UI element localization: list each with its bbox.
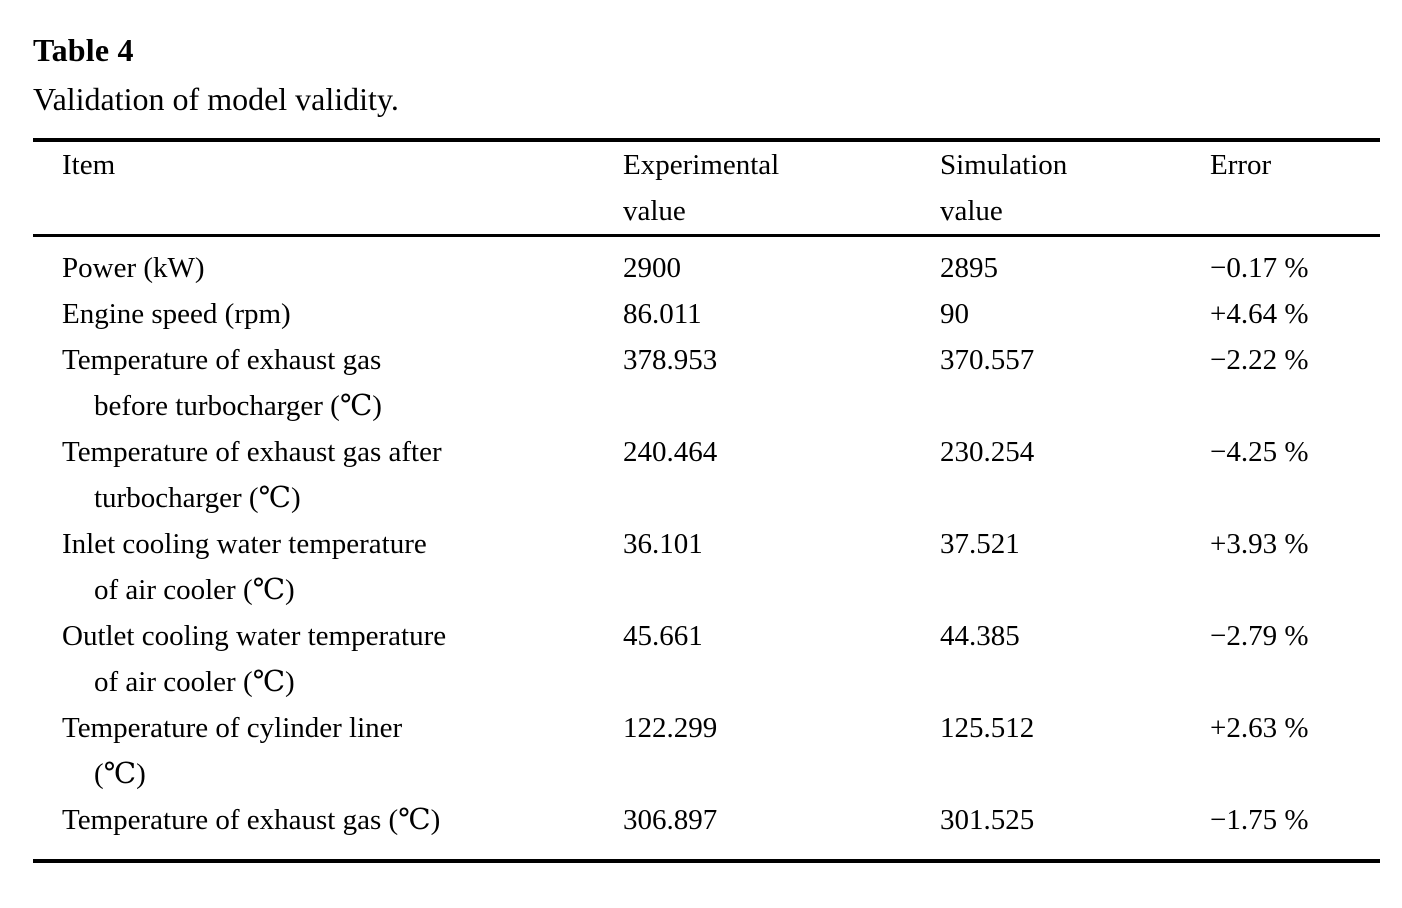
experimental-value-cell: 86.011	[623, 298, 702, 330]
table-caption: Validation of model validity.	[33, 81, 399, 117]
simulation-value-cell: 370.557	[940, 344, 1035, 376]
experimental-value-cell: 122.299	[623, 712, 718, 744]
item-text: Temperature of exhaust gas	[62, 344, 382, 376]
item-text: Temperature of exhaust gas (℃)	[62, 804, 441, 836]
column-header-error: Error	[1210, 140, 1380, 237]
table-number-label: Table 4	[33, 32, 134, 68]
item-cell: Temperature of exhaust gas after turbocha…	[33, 429, 623, 521]
simulation-value-cell: 37.521	[940, 528, 1020, 560]
item-text-wrap: turbocharger (℃)	[94, 482, 301, 514]
item-text: Temperature of exhaust gas after	[62, 436, 442, 468]
table-row-inlet-cooling-water-temp: Inlet cooling water temperature of air co…	[33, 521, 1380, 613]
error-cell: +2.63 %	[1210, 712, 1309, 744]
header-text: value	[623, 195, 686, 227]
item-text: Temperature of cylinder liner	[62, 712, 403, 744]
item-cell: Inlet cooling water temperature of air co…	[33, 521, 623, 613]
item-text: Outlet cooling water temperature	[62, 620, 447, 652]
item-cell: Temperature of cylinder liner (℃)	[33, 705, 623, 797]
simulation-value-cell: 2895	[940, 252, 998, 284]
table-row-exhaust-gas-temp: Temperature of exhaust gas (℃) 306.897 3…	[33, 797, 1380, 861]
table-row-exhaust-temp-before-turbo: Temperature of exhaust gas before turboch…	[33, 337, 1380, 429]
experimental-value-cell: 36.101	[623, 528, 703, 560]
experimental-value-cell: 240.464	[623, 436, 718, 468]
simulation-value-cell: 125.512	[940, 712, 1035, 744]
error-cell: +3.93 %	[1210, 528, 1309, 560]
header-text: Error	[1210, 149, 1272, 181]
validation-table: Item Experimental value Simulation value E…	[33, 138, 1380, 863]
item-text: Inlet cooling water temperature	[62, 528, 427, 560]
item-cell: Power (kW)	[33, 236, 623, 292]
item-text: Engine speed (rpm)	[62, 298, 291, 330]
header-text: value	[940, 195, 1003, 227]
item-cell: Temperature of exhaust gas (℃)	[33, 797, 623, 861]
experimental-value-cell: 306.897	[623, 804, 718, 836]
item-cell: Engine speed (rpm)	[33, 291, 623, 337]
simulation-value-cell: 301.525	[940, 804, 1035, 836]
error-cell: −2.22 %	[1210, 344, 1309, 376]
simulation-value-cell: 44.385	[940, 620, 1020, 652]
error-cell: −1.75 %	[1210, 804, 1309, 836]
error-cell: −0.17 %	[1210, 252, 1309, 284]
item-text-wrap: of air cooler (℃)	[94, 574, 295, 606]
column-header-simulation-value: Simulation value	[940, 140, 1210, 237]
table-row-engine-speed: Engine speed (rpm) 86.011 90 +4.64 %	[33, 291, 1380, 337]
item-text-wrap: before turbocharger (℃)	[94, 390, 382, 422]
column-header-item: Item	[33, 140, 623, 237]
header-text: Experimental	[623, 149, 780, 181]
header-text: Simulation	[940, 149, 1068, 181]
header-row: Item Experimental value Simulation value E…	[33, 140, 1380, 237]
experimental-value-cell: 378.953	[623, 344, 718, 376]
item-cell: Outlet cooling water temperature of air c…	[33, 613, 623, 705]
error-cell: +4.64 %	[1210, 298, 1309, 330]
table-row-cylinder-liner-temp: Temperature of cylinder liner (℃) 122.299…	[33, 705, 1380, 797]
experimental-value-cell: 45.661	[623, 620, 703, 652]
table-row-outlet-cooling-water-temp: Outlet cooling water temperature of air c…	[33, 613, 1380, 705]
item-text-wrap: (℃)	[94, 758, 146, 790]
header-text: Item	[62, 149, 116, 181]
table-row-power: Power (kW) 2900 2895 −0.17 %	[33, 236, 1380, 292]
experimental-value-cell: 2900	[623, 252, 681, 284]
table-block: Table 4 Validation of model validity. It…	[33, 0, 1380, 863]
item-text-wrap: of air cooler (℃)	[94, 666, 295, 698]
error-cell: −2.79 %	[1210, 620, 1309, 652]
simulation-value-cell: 90	[940, 298, 969, 330]
simulation-value-cell: 230.254	[940, 436, 1035, 468]
table-row-exhaust-temp-after-turbo: Temperature of exhaust gas after turbocha…	[33, 429, 1380, 521]
item-text: Power (kW)	[62, 252, 205, 284]
item-cell: Temperature of exhaust gas before turboch…	[33, 337, 623, 429]
error-cell: −4.25 %	[1210, 436, 1309, 468]
column-header-experimental-value: Experimental value	[623, 140, 940, 237]
